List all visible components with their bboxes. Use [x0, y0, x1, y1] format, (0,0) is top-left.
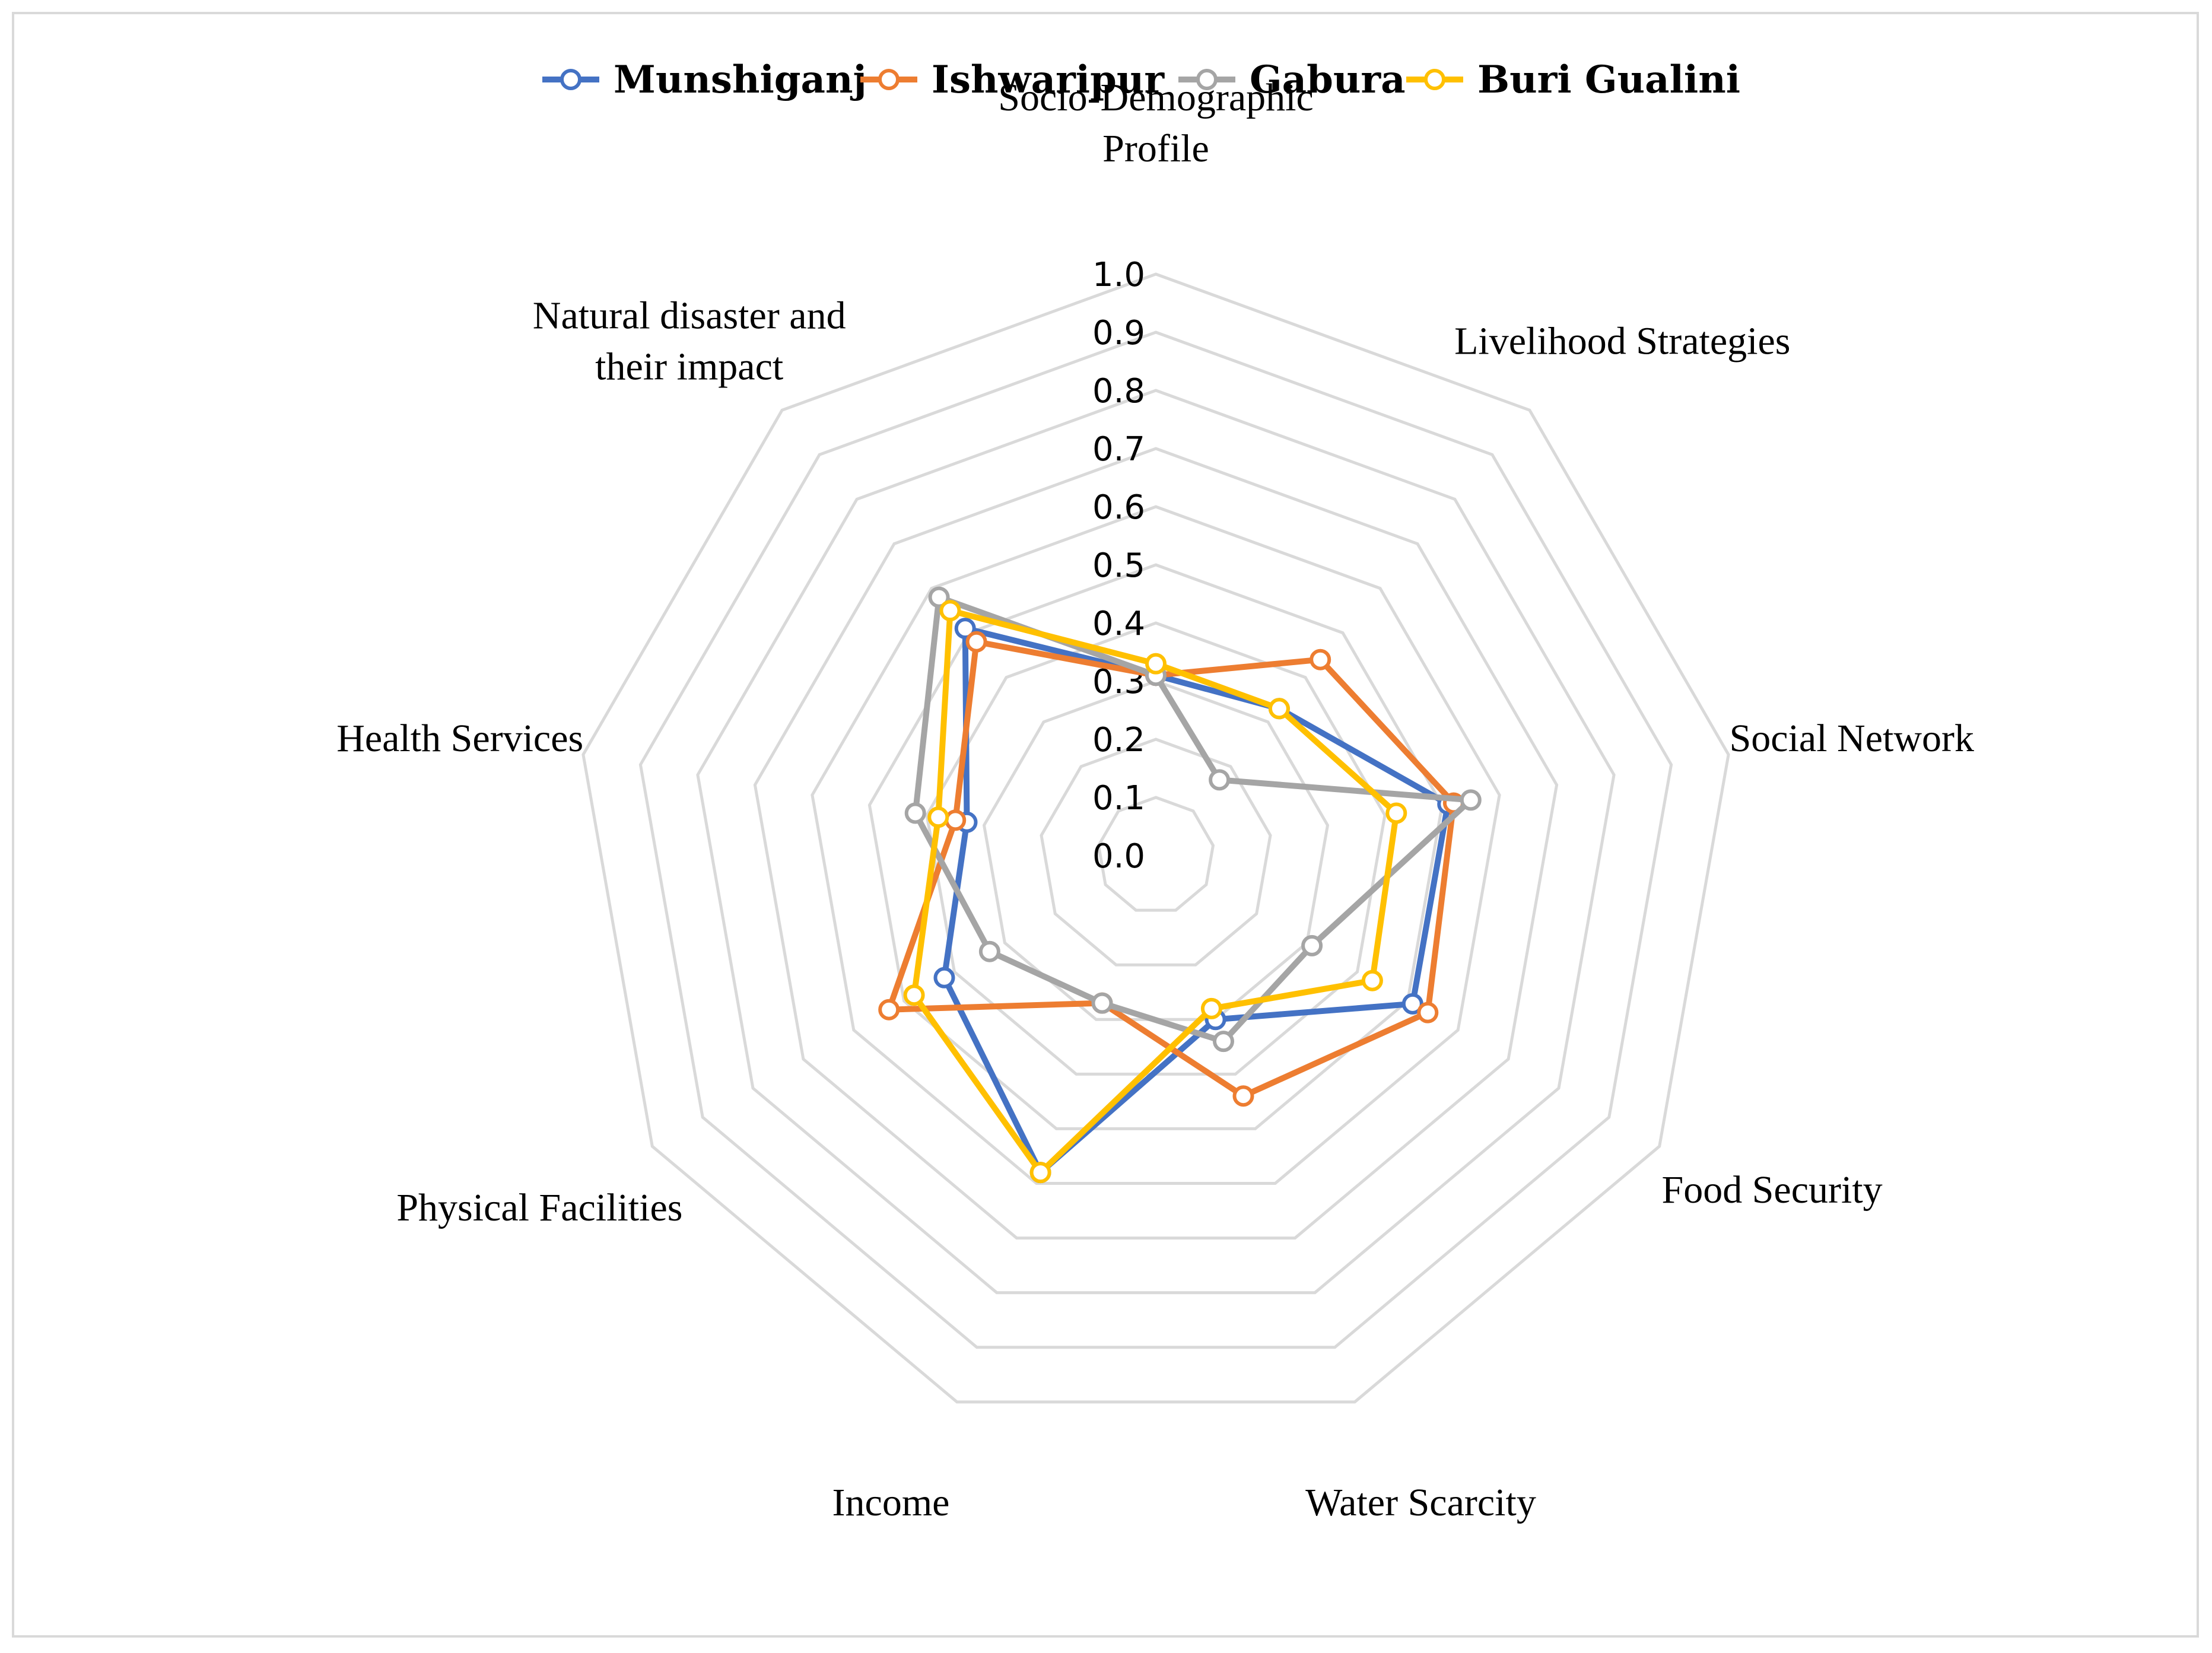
tick-label: 0.5 [1092, 546, 1145, 585]
axis-label: Socio-Demographic Profile [998, 76, 1314, 170]
tick-label: 0.9 [1092, 314, 1145, 352]
data-point [1232, 1085, 1254, 1107]
legend[interactable]: Munshiganj Ishwaripur Gabura Buri Gualini [542, 58, 1740, 102]
legend-item-munshiganj[interactable]: Munshiganj [542, 58, 867, 102]
axis-labels: Socio-Demographic Profile Livelihood Strat… [336, 76, 1974, 1524]
axis-label-line: Water Scarcity [1305, 1481, 1536, 1524]
data-point [965, 631, 987, 653]
legend-marker [878, 69, 900, 90]
axis-label: Water Scarcity [1305, 1481, 1536, 1524]
data-point [1268, 698, 1290, 720]
data-point [939, 600, 961, 622]
legend-item-ishwaripur[interactable]: Ishwaripur [860, 58, 1165, 102]
axis-label-line: Natural disaster and [533, 294, 846, 337]
axis-label-line: Livelihood Strategies [1454, 319, 1790, 363]
series-layer [878, 586, 1482, 1184]
grid-layer [581, 272, 1730, 1404]
grid-ring [581, 272, 1730, 1404]
tick-label: 0.1 [1092, 779, 1145, 818]
legend-label: Munshiganj [614, 58, 867, 102]
axis-label: Income [832, 1481, 950, 1524]
legend-marker [1196, 69, 1218, 90]
axis-label-line: Physical Facilities [396, 1186, 682, 1229]
legend-label: Gabura [1250, 58, 1406, 102]
data-point [1145, 653, 1167, 675]
data-point [1209, 769, 1231, 791]
chart-frame: 0.0 0.1 0.2 0.3 0.4 0.5 0.6 0.7 0.8 0.9 1.0 Socio-… [12, 12, 2199, 1638]
tick-label: 0.8 [1092, 372, 1145, 411]
data-point [978, 940, 1000, 962]
grid-ring [696, 389, 1616, 1295]
tick-label: 0.7 [1092, 430, 1145, 469]
data-point [928, 586, 950, 608]
tick-label: 0.4 [1092, 605, 1145, 643]
data-point [1460, 789, 1482, 811]
legend-marker [560, 69, 581, 90]
radar-chart: 0.00.10.20.30.40.50.60.70.80.91.0 Socio-… [336, 58, 1974, 1524]
axis-label: Health Services [336, 717, 583, 760]
series-gabura [904, 586, 1482, 1053]
data-point [878, 999, 900, 1021]
axis-label-line: their impact [595, 345, 783, 388]
data-point [927, 806, 949, 828]
tick-label: 0.2 [1092, 721, 1145, 759]
series-buri-gualini [903, 600, 1407, 1184]
axis-label-line: Socio-Demographic [998, 76, 1314, 119]
tick-label: 0.6 [1092, 488, 1145, 527]
legend-marker [1424, 69, 1445, 90]
axis-label-line: Food Security [1662, 1168, 1883, 1212]
tick-labels: 0.00.10.20.30.40.50.60.70.80.91.0 [1092, 256, 1145, 876]
axis-label: Physical Facilities [396, 1186, 682, 1229]
grid-ring [1040, 738, 1272, 967]
legend-item-buri-gualini[interactable]: Buri Gualini [1406, 58, 1740, 102]
data-point [1385, 802, 1407, 824]
axis-label: Social Network [1730, 717, 1974, 760]
grid-ring [811, 505, 1501, 1185]
grid-ring [982, 679, 1330, 1021]
grid-ring [638, 330, 1673, 1349]
data-point [954, 618, 976, 640]
grid-ring [753, 447, 1559, 1240]
legend-label: Ishwaripur [932, 58, 1165, 102]
data-point [1301, 934, 1323, 956]
legend-item-gabura[interactable]: Gabura [1178, 58, 1406, 102]
data-point [904, 802, 926, 824]
data-point [1310, 649, 1331, 670]
series-line [912, 594, 1474, 1045]
data-point [1361, 969, 1383, 991]
data-point [1401, 993, 1423, 1015]
legend-label: Buri Gualini [1477, 58, 1740, 102]
data-point [945, 809, 967, 831]
tick-label: 1.0 [1092, 256, 1145, 294]
grid-ring [1097, 796, 1215, 912]
grid-ring [867, 563, 1444, 1130]
data-point [1200, 997, 1222, 1019]
axis-label-line: Social Network [1730, 717, 1974, 760]
series-line [941, 625, 1451, 1176]
axis-label-line: Profile [1102, 127, 1209, 170]
axis-label: Livelihood Strategies [1454, 319, 1790, 363]
axis-label-line: Health Services [336, 717, 583, 760]
axis-label-line: Income [832, 1481, 950, 1524]
data-point [1091, 992, 1113, 1014]
data-point [1029, 1162, 1051, 1184]
data-point [1213, 1031, 1234, 1053]
data-point [903, 984, 925, 1006]
axis-label: Food Security [1662, 1168, 1883, 1212]
axis-label: Natural disaster and their impact [533, 294, 846, 388]
tick-label: 0.0 [1092, 837, 1145, 876]
data-point [1417, 1002, 1439, 1023]
series-line [911, 608, 1400, 1176]
data-point [933, 967, 955, 988]
